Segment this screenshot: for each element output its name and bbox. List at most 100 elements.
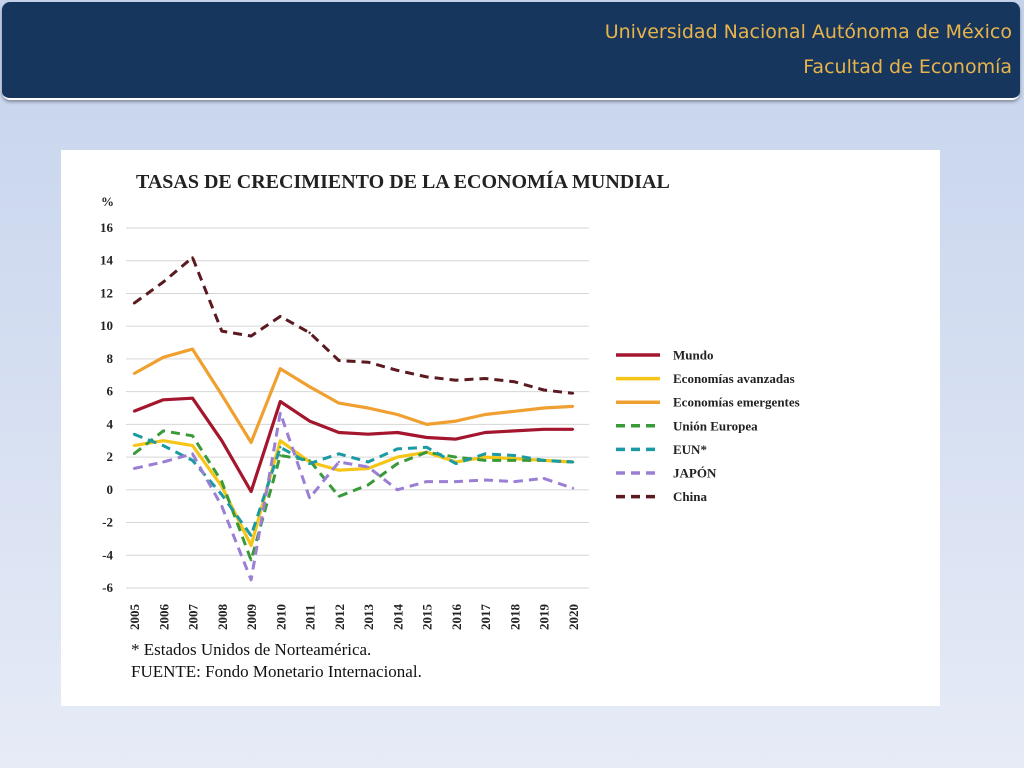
data-point <box>132 302 136 305</box>
legend-label: Economías emergentes <box>673 395 800 410</box>
data-point <box>484 413 487 416</box>
data-point <box>132 372 136 375</box>
data-point <box>308 419 311 423</box>
data-point <box>279 439 282 442</box>
data-point <box>366 465 370 469</box>
data-point <box>542 406 545 410</box>
data-point <box>220 480 223 483</box>
data-point <box>542 388 545 392</box>
y-tick-label: 4 <box>107 416 114 431</box>
data-point <box>279 454 282 457</box>
legend-label: JAPÓN <box>673 466 717 481</box>
data-point <box>308 496 311 500</box>
series-line-china <box>133 256 574 395</box>
y-tick-label: 16 <box>100 220 114 235</box>
data-point <box>396 431 399 434</box>
growth-chart: TASAS DE CRECIMIENTO DE LA ECONOMÍA MUND… <box>100 170 800 631</box>
data-point <box>162 439 165 442</box>
data-point <box>220 504 223 508</box>
data-point <box>249 490 253 493</box>
data-point <box>337 359 341 362</box>
x-tick-label: 2011 <box>303 605 318 630</box>
data-point <box>337 468 341 472</box>
series-line-unión-europea <box>133 429 574 562</box>
data-point <box>162 429 165 433</box>
data-point <box>513 410 516 413</box>
data-point <box>396 462 399 465</box>
x-tick-label: 2017 <box>478 604 493 631</box>
data-point <box>249 441 253 444</box>
series-line-economías-emergentes <box>133 347 574 444</box>
data-point <box>366 460 370 464</box>
x-tick-label: 2019 <box>537 604 552 631</box>
data-point <box>337 460 341 464</box>
legend-label: Mundo <box>673 348 713 363</box>
data-point <box>513 429 516 433</box>
x-tick-label: 2015 <box>420 604 435 631</box>
data-point <box>162 460 165 464</box>
data-point <box>337 495 341 498</box>
data-point <box>279 446 282 449</box>
data-point <box>249 558 253 562</box>
data-point <box>279 411 282 415</box>
data-point <box>191 434 194 438</box>
x-tick-label: 2006 <box>156 604 171 631</box>
data-point <box>249 334 253 338</box>
y-tick-label: 10 <box>100 318 113 333</box>
data-point <box>220 439 223 442</box>
data-point <box>162 356 165 359</box>
chart-title: TASAS DE CRECIMIENTO DE LA ECONOMÍA MUND… <box>136 170 670 193</box>
footnote-source: FUENTE: Fondo Monetario Internacional. <box>131 662 422 681</box>
series-line-economías-avanzadas <box>133 439 574 548</box>
data-point <box>571 405 575 408</box>
x-tick-label: 2009 <box>244 604 259 631</box>
data-point <box>162 398 165 402</box>
data-point <box>571 486 575 490</box>
y-tick-label: -2 <box>102 515 113 530</box>
data-point <box>249 544 253 547</box>
data-point <box>249 578 253 582</box>
data-point <box>191 452 194 456</box>
data-point <box>425 375 428 379</box>
y-tick-label: 6 <box>107 384 114 399</box>
data-point <box>571 460 575 464</box>
data-point <box>220 393 223 397</box>
data-point <box>279 367 282 370</box>
data-point <box>337 431 341 434</box>
title-banner: Universidad Nacional Autónoma de México … <box>2 2 1020 100</box>
x-tick-label: 2018 <box>507 604 522 631</box>
data-point <box>279 315 282 318</box>
data-point <box>132 452 136 456</box>
data-point <box>249 534 253 537</box>
data-point <box>162 280 165 284</box>
data-point <box>191 459 194 462</box>
data-point <box>396 488 399 492</box>
data-point <box>191 396 194 400</box>
data-point <box>571 392 575 395</box>
data-point <box>454 462 458 465</box>
data-point <box>220 329 223 333</box>
x-tick-label: 2010 <box>273 604 288 630</box>
data-point <box>484 459 487 462</box>
data-point <box>425 450 428 454</box>
data-point <box>484 377 487 380</box>
data-point <box>308 459 311 462</box>
data-point <box>132 467 136 470</box>
data-point <box>337 452 341 456</box>
data-point <box>396 447 399 451</box>
data-point <box>366 406 370 410</box>
legend-label: Unión Europea <box>673 418 758 433</box>
data-point <box>484 431 487 434</box>
y-tick-label: 0 <box>107 482 114 497</box>
data-point <box>162 444 165 447</box>
x-tick-label: 2014 <box>390 604 405 631</box>
y-tick-label: 12 <box>100 285 113 300</box>
data-point <box>132 410 136 413</box>
data-point <box>425 446 428 449</box>
data-point <box>513 480 516 483</box>
legend-label: Economías avanzadas <box>673 371 795 386</box>
data-point <box>220 493 223 496</box>
data-point <box>484 478 487 482</box>
data-point <box>513 380 516 384</box>
y-axis-unit: % <box>101 194 114 209</box>
